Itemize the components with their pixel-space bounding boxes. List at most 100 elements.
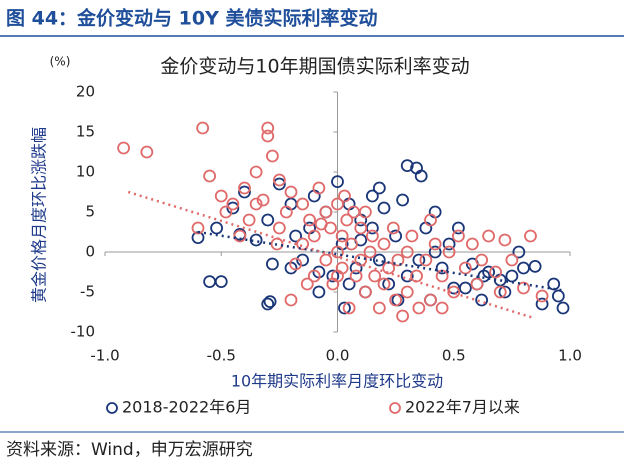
point [347,205,361,219]
point [196,121,210,135]
y-tick-label: 0 [85,243,95,261]
point [354,253,368,267]
point [272,221,286,235]
point [377,237,391,251]
point [428,237,442,251]
point [424,293,437,307]
x-tick-label: 0.0 [326,347,350,365]
point [300,277,314,291]
point [482,229,496,243]
point [289,257,303,271]
point [382,261,396,275]
point [535,289,549,303]
point [261,213,275,227]
point [303,213,317,227]
point [396,309,410,323]
point [419,253,433,267]
point [512,245,526,259]
point [551,289,565,303]
point [296,237,310,251]
y-axis-label: 黄金价格月度环比涨跌幅 [30,127,49,303]
point [465,237,479,251]
point [435,261,449,275]
point [335,229,349,243]
y-tick-label: 20 [76,83,95,101]
point [249,233,263,247]
point [307,229,321,243]
point [338,301,351,315]
point [368,269,382,283]
point [256,193,270,207]
point [284,293,298,307]
point [470,277,484,291]
point [261,129,275,143]
point [312,181,326,195]
point [400,159,414,173]
point [338,189,351,203]
point [475,293,489,307]
point [263,295,277,309]
point [340,213,354,227]
point [214,189,228,203]
x-tick-label: -1.0 [90,347,119,365]
point [489,265,503,279]
point [386,221,400,235]
point [389,293,403,307]
point [326,269,340,283]
point [412,301,426,315]
point [331,175,344,189]
point [412,253,426,267]
x-axis-label: 10年期实际利率月度环比变动 [231,372,443,391]
y-tick-label: -10 [71,323,96,341]
point [517,281,530,295]
point [272,177,286,191]
point [319,205,333,219]
y-unit: (%) [50,55,71,69]
point [391,253,405,267]
point [261,121,275,135]
point [458,261,472,275]
point [358,285,372,299]
point [382,277,396,291]
point [447,285,461,299]
point [363,245,377,259]
point [524,229,537,243]
legend-label: 2018-2022年6月 [122,398,251,417]
point [428,245,442,259]
y-tick-label: 10 [76,163,95,181]
y-tick-label: 15 [76,123,95,141]
point [414,169,428,183]
point [372,301,386,315]
point [331,269,344,283]
point [307,269,321,283]
point [365,189,379,203]
point [377,201,391,215]
trend-line [127,190,536,320]
x-tick-label: 0.5 [442,347,466,365]
point [226,197,240,211]
point [270,237,284,251]
y-tick-label: -5 [80,283,95,301]
point [435,301,449,315]
point [203,275,217,289]
point [284,185,298,199]
point [265,149,279,163]
point [528,259,542,273]
point [249,197,263,211]
point [505,269,519,283]
x-tick-label: -0.5 [207,347,236,365]
point [400,245,414,259]
legend-marker [389,402,401,414]
point [442,245,456,259]
point [442,237,456,251]
point [233,229,247,243]
point [556,301,570,315]
point [349,269,363,283]
point [345,237,358,251]
point [451,229,465,243]
point [517,261,530,275]
point [396,193,410,207]
figure-title: 图 44：金价变动与 10Y 美债实际利率变动 [6,7,377,30]
point [365,229,379,243]
point [272,173,286,187]
